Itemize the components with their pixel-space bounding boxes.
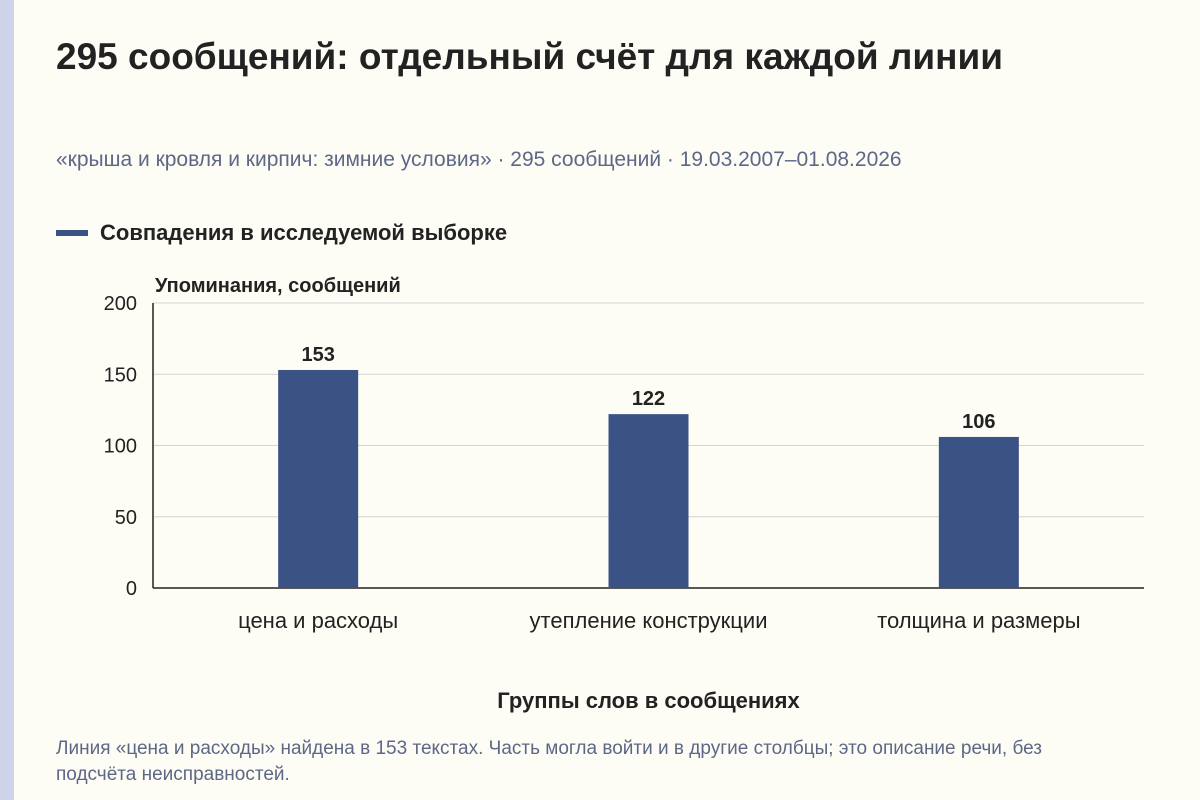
y-tick-label: 200 (104, 293, 137, 315)
bar-1 (278, 369, 359, 588)
x-tick-label: толщина и размеры (877, 608, 1080, 633)
legend-label: Совпадения в исследуемой выборке (100, 220, 508, 245)
x-axis-label: Группы слов в сообщениях (497, 688, 800, 713)
y-tick-label: 150 (104, 364, 137, 386)
bar-chart: 0 50 100 150 200 Упоминания, сообщений 153 цена… (104, 275, 1144, 713)
x-tick-label: цена и расходы (238, 608, 398, 633)
chart-title: 295 сообщений: отдельный счёт для каждой… (56, 36, 1003, 77)
data-label: 106 (962, 411, 995, 433)
legend-swatch (56, 230, 88, 236)
y-tick-label: 100 (104, 436, 137, 458)
chart-caption: Линия «цена и расходы» найдена в 153 тек… (56, 738, 1042, 785)
data-label: 122 (632, 388, 665, 410)
x-tick-label: утепление конструкции (530, 608, 768, 633)
legend: Совпадения в исследуемой выборке (56, 217, 507, 249)
y-tick-label: 0 (126, 578, 137, 600)
left-accent-stripe (0, 0, 14, 800)
chart-subtitle: «крыша и кровля и кирпич: зимние условия… (56, 148, 902, 171)
bar-3 (938, 436, 1019, 588)
y-tick-label: 50 (115, 507, 137, 529)
bar-2 (608, 414, 689, 588)
data-label: 153 (301, 344, 334, 366)
y-axis-label: Упоминания, сообщений (155, 275, 401, 297)
